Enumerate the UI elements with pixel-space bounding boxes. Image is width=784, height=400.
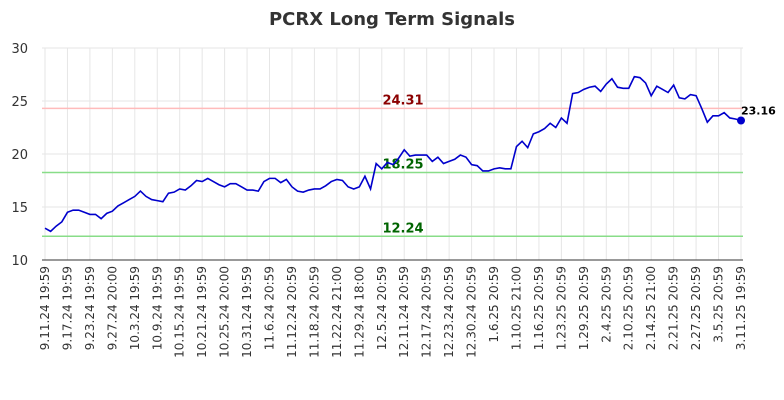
x-tick-label: 11.22.24 21:00 [330, 266, 344, 358]
x-tick-label: 10.3.24 19:59 [128, 266, 142, 350]
x-tick-label: 11.18.24 20:59 [307, 266, 321, 358]
signal-label: 24.31 [382, 93, 423, 108]
x-tick-label: 3.5.25 20:59 [712, 266, 726, 343]
y-tick-label: 15 [11, 201, 28, 216]
x-tick-label: 12.30.24 20:59 [465, 266, 479, 358]
y-tick-label: 30 [11, 42, 28, 57]
x-tick-label: 10.15.24 19:59 [173, 266, 187, 358]
x-tick-label: 10.21.24 19:59 [195, 266, 209, 358]
y-tick-label: 20 [11, 148, 28, 163]
x-tick-label: 12.11.24 20:59 [397, 266, 411, 358]
x-tick-label: 1.16.25 20:59 [532, 266, 546, 350]
y-tick-label: 25 [11, 95, 28, 110]
x-tick-label: 10.31.24 19:59 [240, 266, 254, 358]
last-value-label: 23.16 [741, 105, 776, 118]
x-tick-label: 2.21.25 20:59 [667, 266, 681, 350]
x-tick-label: 1.23.25 20:59 [554, 266, 568, 350]
x-tick-label: 2.27.25 20:59 [689, 266, 703, 350]
x-tick-label: 9.17.24 19:59 [60, 266, 74, 350]
signal-label: 12.24 [382, 221, 423, 236]
x-tick-label: 3.11.25 19:59 [734, 266, 748, 350]
x-tick-label: 11.6.24 20:59 [263, 266, 277, 350]
x-tick-label: 9.23.24 19:59 [83, 266, 97, 350]
x-tick-label: 11.12.24 20:59 [285, 266, 299, 358]
x-tick-label: 12.5.24 20:59 [375, 266, 389, 350]
price-line [44, 75, 742, 233]
x-tick-label: 12.23.24 20:59 [442, 266, 456, 358]
last-point [737, 116, 745, 125]
x-tick-label: 1.29.25 20:59 [577, 266, 591, 350]
x-tick-label: 1.6.25 20:59 [487, 266, 501, 343]
x-tick-label: 11.29.24 18:00 [352, 266, 366, 358]
x-tick-label: 9.27.24 20:00 [105, 266, 119, 350]
x-tick-label: 9.11.24 19:59 [38, 266, 52, 350]
x-tick-label: 12.17.24 20:59 [420, 266, 434, 358]
y-tick-label: 10 [11, 254, 28, 269]
x-tick-label: 2.10.25 20:59 [622, 266, 636, 350]
chart-title: PCRX Long Term Signals [269, 9, 515, 30]
x-tick-label: 10.25.24 20:00 [218, 266, 232, 358]
x-tick-label: 2.14.25 21:00 [644, 266, 658, 350]
signal-label: 18.25 [382, 158, 423, 173]
x-tick-label: 1.10.25 21:00 [509, 266, 523, 350]
x-tick-label: 2.4.25 20:59 [599, 266, 613, 343]
x-tick-label: 10.9.24 19:59 [150, 266, 164, 350]
